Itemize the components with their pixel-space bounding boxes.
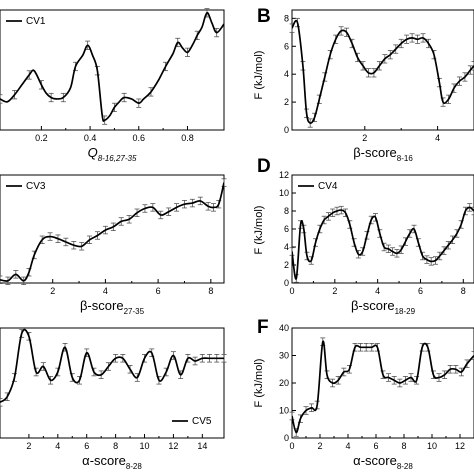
- x-tick-label: 2: [26, 441, 31, 451]
- x-tick-label: 8: [113, 441, 118, 451]
- x-tick-label: 6: [84, 441, 89, 451]
- y-tick-label: 0: [284, 278, 289, 288]
- x-axis-title-subscript: 8-16: [397, 154, 414, 163]
- y-tick-label: 4: [284, 242, 289, 252]
- y-tick-label: 4: [284, 69, 289, 79]
- x-tick-label: 6: [156, 286, 161, 296]
- x-axis-title: α-score8-28: [353, 453, 413, 471]
- x-tick-label: 0.4: [84, 133, 97, 143]
- panel-letter: D: [257, 156, 271, 177]
- chart-panel-1: 0.2 0.4 0.6 0.8 CV1 Q8-16,27-35: [0, 8, 225, 163]
- series-line: [0, 11, 224, 122]
- x-axis-title-subscript: 8-28: [397, 462, 414, 471]
- y-tick-label: 8: [284, 13, 289, 23]
- chart-panel-5: 2 4 6 8 10 12 14 CV5 α-score8-28: [0, 327, 227, 471]
- x-tick-label: 12: [455, 441, 465, 451]
- x-tick-label: 2: [332, 286, 337, 296]
- y-tick-label: 2: [284, 97, 289, 107]
- y-tick-label: 10: [279, 188, 289, 198]
- x-tick-label: 10: [427, 441, 437, 451]
- x-tick-label: 4: [55, 441, 60, 451]
- x-tick-label: 4: [375, 286, 380, 296]
- plot-frame: [0, 174, 225, 284]
- x-tick-label: 2: [50, 286, 55, 296]
- y-tick-label: 30: [279, 351, 289, 361]
- x-tick-label: 4: [345, 441, 350, 451]
- y-axis-title: F (kJ/mol): [253, 359, 265, 408]
- x-axis-title-main: β-score: [353, 145, 397, 160]
- x-axis-title-main: β-score: [80, 298, 124, 313]
- y-axis-title: F (kJ/mol): [253, 51, 265, 100]
- legend-label: CV3: [26, 181, 46, 192]
- x-tick-label: 8: [208, 286, 213, 296]
- x-tick-label: 4: [435, 133, 440, 143]
- x-tick-label: 2: [317, 441, 322, 451]
- x-tick-label: 0: [289, 286, 294, 296]
- panel-letter: F: [257, 317, 269, 338]
- chart-panel-2: 2 4 0 2 4 6 8 β-score8-16 F (kJ/mol) B: [253, 6, 474, 163]
- x-tick-label: 2: [362, 133, 367, 143]
- x-tick-label: 6: [418, 286, 423, 296]
- y-tick-label: 40: [279, 323, 289, 333]
- series-line: [0, 328, 224, 404]
- y-tick-label: 2: [284, 260, 289, 270]
- x-axis-title: β-score8-16: [353, 145, 413, 163]
- x-tick-label: 0.6: [133, 133, 146, 143]
- x-tick-label: 6: [373, 441, 378, 451]
- y-tick-label: 6: [284, 41, 289, 51]
- x-axis-title-main: β-score: [351, 298, 395, 313]
- y-tick-label: 20: [279, 378, 289, 388]
- panel-letter: B: [257, 6, 271, 27]
- series-line: [292, 19, 474, 124]
- y-tick-label: 12: [279, 170, 289, 180]
- chart-panel-4: 0 2 4 6 8 0 2 4 6 8 10 12 CV4 β-score18-29 F (kJ/mol) D: [253, 156, 474, 316]
- y-tick-label: 0: [284, 125, 289, 135]
- x-axis-title-main: α-score: [82, 453, 126, 468]
- y-axis-title: F (kJ/mol): [253, 206, 265, 255]
- legend-label: CV4: [318, 181, 338, 192]
- x-axis-title-main: α-score: [353, 453, 397, 468]
- series-line: [0, 182, 224, 282]
- x-tick-label: 8: [461, 286, 466, 296]
- plot-frame: [291, 9, 474, 131]
- x-tick-label: 0.2: [35, 133, 48, 143]
- chart-panel-6: 0 2 4 6 8 10 12 0 10 20 30 40 α-score8-28 F (kJ/mol) F: [253, 317, 474, 471]
- x-axis-title-main: Q: [88, 145, 98, 160]
- x-tick-label: 14: [197, 441, 207, 451]
- x-axis-title: β-score18-29: [351, 298, 416, 316]
- plot-frame: [0, 327, 225, 439]
- x-axis-title-subscript: 18-29: [395, 307, 416, 316]
- y-tick-label: 6: [284, 224, 289, 234]
- legend-label: CV1: [26, 16, 46, 27]
- x-axis-title-subscript: 8-28: [126, 462, 143, 471]
- series-line: [292, 206, 474, 280]
- x-tick-label: 4: [103, 286, 108, 296]
- y-tick-label: 10: [279, 406, 289, 416]
- x-axis-title: Q8-16,27-35: [88, 145, 137, 163]
- plot-frame: [0, 9, 225, 131]
- y-tick-label: 8: [284, 206, 289, 216]
- x-tick-label: 12: [168, 441, 178, 451]
- x-axis-title: α-score8-28: [82, 453, 142, 471]
- y-tick-label: 0: [284, 433, 289, 443]
- x-axis-title: β-score27-35: [80, 298, 145, 316]
- chart-panel-3: 2 4 6 8 CV3 β-score27-35: [0, 174, 227, 316]
- x-tick-label: 8: [401, 441, 406, 451]
- series-line: [292, 340, 474, 434]
- legend-label: CV5: [192, 416, 212, 427]
- x-axis-title-subscript: 8-16,27-35: [98, 154, 137, 163]
- x-tick-label: 0.8: [181, 133, 194, 143]
- x-tick-label: 0: [289, 441, 294, 451]
- x-axis-title-subscript: 27-35: [124, 307, 145, 316]
- x-tick-label: 10: [140, 441, 150, 451]
